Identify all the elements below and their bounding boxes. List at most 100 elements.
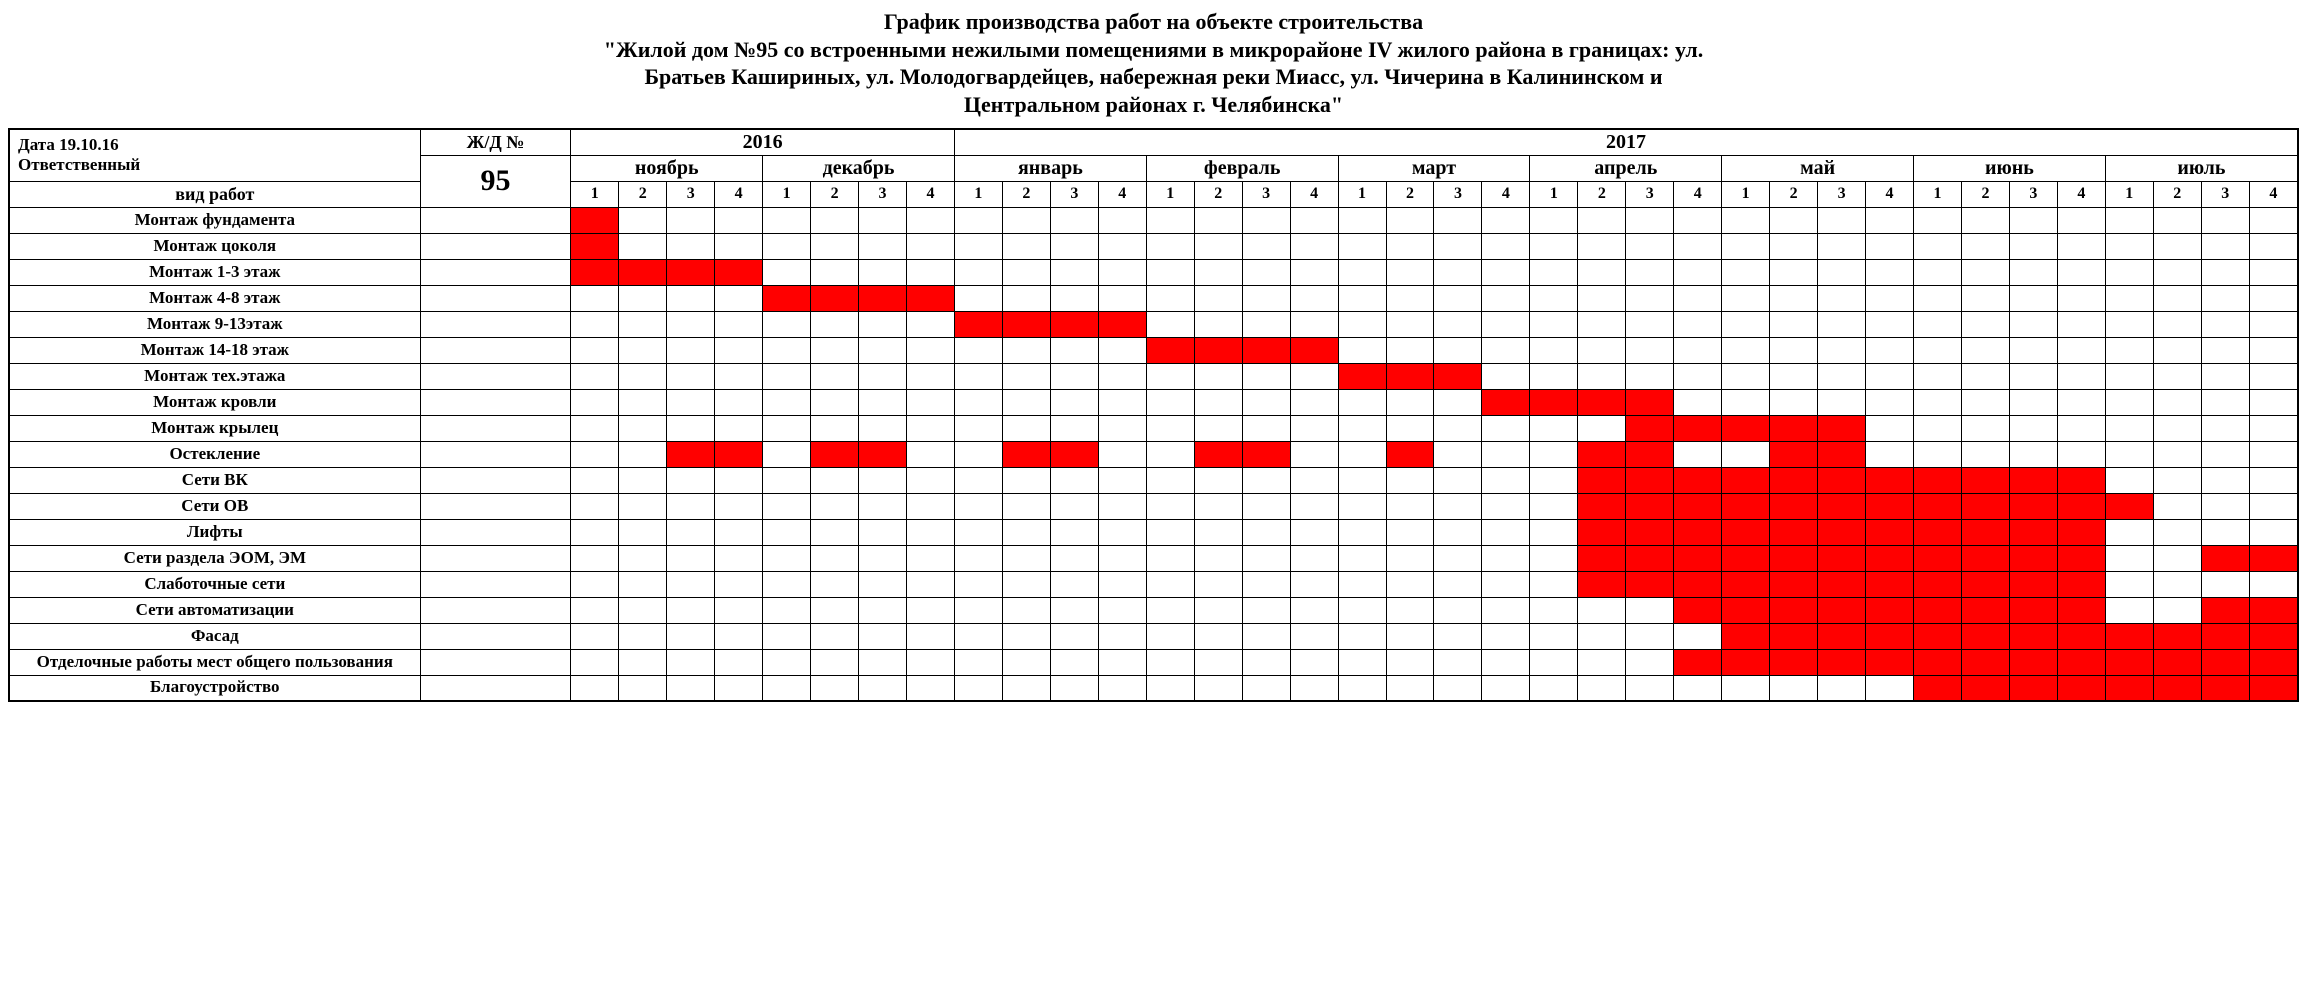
gantt-cell <box>1050 545 1098 571</box>
gantt-cell <box>2105 649 2153 675</box>
gantt-cell <box>859 519 907 545</box>
week-number: 2 <box>1194 181 1242 207</box>
task-name: Монтаж кровли <box>9 389 420 415</box>
gantt-cell <box>1674 415 1722 441</box>
gantt-cell <box>2153 467 2201 493</box>
house-cell <box>420 259 571 285</box>
gantt-cell <box>1530 467 1578 493</box>
gantt-cell <box>1290 415 1338 441</box>
gantt-cell <box>1242 467 1290 493</box>
gantt-cell <box>1146 363 1194 389</box>
gantt-cell <box>1194 337 1242 363</box>
gantt-cell <box>2057 285 2105 311</box>
gantt-cell <box>667 337 715 363</box>
gantt-cell <box>2201 675 2249 701</box>
gantt-cell <box>1386 285 1434 311</box>
gantt-cell <box>2201 259 2249 285</box>
gantt-cell <box>954 571 1002 597</box>
gantt-cell <box>1674 571 1722 597</box>
gantt-cell <box>571 259 619 285</box>
gantt-cell <box>1722 389 1770 415</box>
gantt-cell <box>1482 493 1530 519</box>
gantt-cell <box>2105 259 2153 285</box>
gantt-cell <box>1914 389 1962 415</box>
gantt-cell <box>1050 415 1098 441</box>
gantt-cell <box>2201 233 2249 259</box>
gantt-cell <box>1386 337 1434 363</box>
gantt-cell <box>763 259 811 285</box>
gantt-cell <box>715 571 763 597</box>
gantt-cell <box>1578 311 1626 337</box>
gantt-cell <box>954 545 1002 571</box>
gantt-cell <box>763 675 811 701</box>
gantt-cell <box>1242 519 1290 545</box>
gantt-cell <box>619 493 667 519</box>
gantt-cell <box>907 493 955 519</box>
gantt-cell <box>954 389 1002 415</box>
table-row: Монтаж тех.этажа <box>9 363 2298 389</box>
gantt-cell <box>1722 545 1770 571</box>
gantt-cell <box>1386 493 1434 519</box>
gantt-cell <box>2105 415 2153 441</box>
gantt-cell <box>859 259 907 285</box>
gantt-cell <box>1722 467 1770 493</box>
gantt-cell <box>1434 493 1482 519</box>
gantt-cell <box>2009 623 2057 649</box>
gantt-cell <box>1338 649 1386 675</box>
gantt-cell <box>1050 519 1098 545</box>
gantt-cell <box>1050 337 1098 363</box>
gantt-cell <box>1578 467 1626 493</box>
table-row: Монтаж кровли <box>9 389 2298 415</box>
gantt-cell <box>1194 493 1242 519</box>
gantt-cell <box>1674 623 1722 649</box>
gantt-cell <box>2249 259 2298 285</box>
gantt-cell <box>1338 623 1386 649</box>
gantt-cell <box>667 285 715 311</box>
gantt-cell <box>571 233 619 259</box>
gantt-cell <box>1290 675 1338 701</box>
week-number: 2 <box>2153 181 2201 207</box>
gantt-cell <box>1098 259 1146 285</box>
gantt-cell <box>1242 389 1290 415</box>
gantt-cell <box>2201 389 2249 415</box>
week-number: 3 <box>1818 181 1866 207</box>
gantt-cell <box>859 597 907 623</box>
gantt-cell <box>1146 649 1194 675</box>
gantt-cell <box>571 285 619 311</box>
gantt-cell <box>1050 675 1098 701</box>
title-line: Братьев Кашириных, ул. Молодогвардейцев,… <box>8 63 2299 91</box>
gantt-cell <box>2201 415 2249 441</box>
gantt-cell <box>954 259 1002 285</box>
gantt-cell <box>1194 623 1242 649</box>
house-cell <box>420 571 571 597</box>
gantt-cell <box>1338 675 1386 701</box>
gantt-cell <box>1098 415 1146 441</box>
table-row: Монтаж 4-8 этаж <box>9 285 2298 311</box>
gantt-cell <box>2201 441 2249 467</box>
gantt-cell <box>1002 233 1050 259</box>
gantt-cell <box>1290 337 1338 363</box>
gantt-cell <box>1194 415 1242 441</box>
gantt-cell <box>2105 623 2153 649</box>
gantt-cell <box>1961 259 2009 285</box>
gantt-cell <box>2105 311 2153 337</box>
gantt-cell <box>1578 389 1626 415</box>
gantt-cell <box>1914 597 1962 623</box>
gantt-cell <box>1578 519 1626 545</box>
gantt-cell <box>619 571 667 597</box>
gantt-cell <box>2249 415 2298 441</box>
gantt-cell <box>2153 571 2201 597</box>
gantt-cell <box>1674 467 1722 493</box>
gantt-cell <box>1818 649 1866 675</box>
gantt-cell <box>1530 493 1578 519</box>
gantt-cell <box>763 597 811 623</box>
task-name: Слаботочные сети <box>9 571 420 597</box>
gantt-cell <box>1961 519 2009 545</box>
gantt-cell <box>811 467 859 493</box>
gantt-cell <box>2201 623 2249 649</box>
gantt-cell <box>907 675 955 701</box>
gantt-cell <box>571 467 619 493</box>
gantt-cell <box>1482 363 1530 389</box>
gantt-cell <box>1530 597 1578 623</box>
gantt-cell <box>1338 519 1386 545</box>
